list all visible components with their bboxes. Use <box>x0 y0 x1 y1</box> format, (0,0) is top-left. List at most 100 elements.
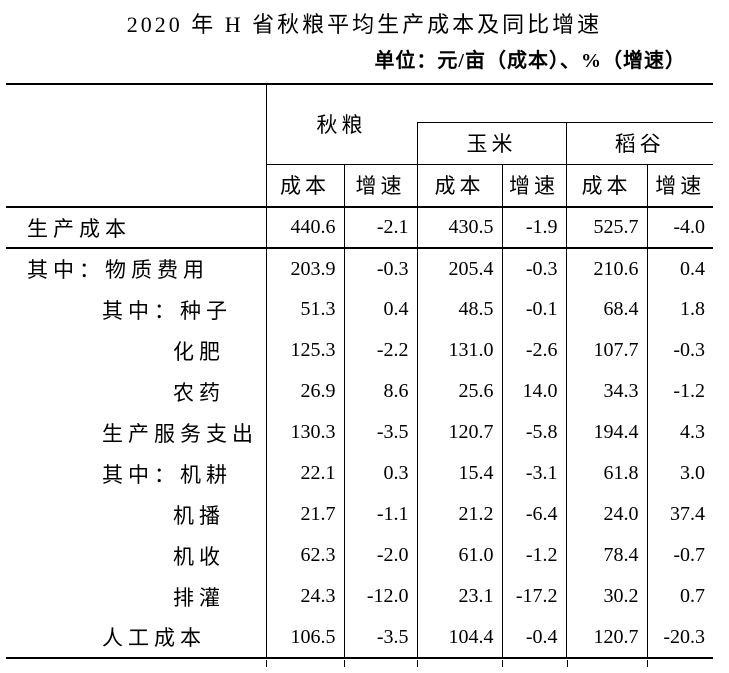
cell-value: 37.4 <box>646 494 713 535</box>
table-row: 机收 62.3 -2.0 61.0 -1.2 78.4 -0.7 <box>6 535 713 576</box>
header-row-groups-top: 秋粮 <box>6 84 713 164</box>
table-title: 2020 年 H 省秋粮平均生产成本及同比增速 <box>126 12 603 37</box>
cell-value: 62.3 <box>265 535 344 576</box>
cell-value: 130.3 <box>265 412 344 453</box>
cell-value: -2.6 <box>501 330 566 371</box>
cell-value: -0.3 <box>343 248 417 289</box>
cell-value: 430.5 <box>416 206 502 249</box>
cell-value: 26.9 <box>265 371 344 412</box>
row-label: 排灌 <box>173 585 225 610</box>
cell-value: 14.0 <box>501 371 566 412</box>
row-label: 化肥 <box>173 339 225 364</box>
cell-value: 23.1 <box>416 576 502 617</box>
row-label: 生产成本 <box>6 206 266 249</box>
cell-value: -1.2 <box>646 371 713 412</box>
cell-value: -1.1 <box>343 494 417 535</box>
cell-value: 1.8 <box>646 289 713 330</box>
header-row-subcolumns: 成本 增速 成本 增速 成本 增速 <box>6 163 713 207</box>
column-border-tail <box>266 660 267 667</box>
cost-table-wrap: 秋粮 玉米 稻谷 成本 增速 成本 增速 成本 增速 生产成本 440.6 -2… <box>6 83 713 667</box>
cell-value: 440.6 <box>265 206 344 249</box>
table-row: 人工成本 106.5 -3.5 104.4 -0.4 120.7 -20.3 <box>6 617 713 658</box>
cell-value: 106.5 <box>265 617 344 658</box>
cell-value: 125.3 <box>265 330 344 371</box>
subheader-yumi-cost: 成本 <box>416 163 502 207</box>
row-label: 机播 <box>173 503 225 528</box>
cell-value: 120.7 <box>565 617 647 658</box>
cell-value: -0.7 <box>646 535 713 576</box>
cell-value: 22.1 <box>265 453 344 494</box>
cell-value: 0.4 <box>646 248 713 289</box>
cell-value: -0.3 <box>646 330 713 371</box>
subheader-daogu-cost: 成本 <box>565 163 647 207</box>
unit-note: 单位：元/亩（成本）、%（增速） <box>374 50 686 72</box>
cell-value: 205.4 <box>416 248 502 289</box>
header-row-groups: 玉米 稻谷 <box>6 122 713 164</box>
cell-value: 21.2 <box>416 494 502 535</box>
cell-value: -3.5 <box>343 617 417 658</box>
cell-value: 15.4 <box>416 453 502 494</box>
cell-value: 4.3 <box>646 412 713 453</box>
row-label: 其中：种子 <box>102 298 232 323</box>
column-border-tail <box>647 660 648 667</box>
cell-value: 30.2 <box>565 576 647 617</box>
cell-value: 78.4 <box>565 535 647 576</box>
table-row: 其中：种子 51.3 0.4 48.5 -0.1 68.4 1.8 <box>6 289 713 330</box>
row-label-header-empty <box>6 84 266 207</box>
row-label: 机收 <box>173 544 225 569</box>
table-row: 机播 21.7 -1.1 21.2 -6.4 24.0 37.4 <box>6 494 713 535</box>
cell-value: 8.6 <box>343 371 417 412</box>
cell-value: 24.3 <box>265 576 344 617</box>
row-label: 其中：机耕 <box>102 462 232 487</box>
column-border-tail <box>417 660 418 667</box>
table-row: 其中：机耕 22.1 0.3 15.4 -3.1 61.8 3.0 <box>6 453 713 494</box>
cell-value: -4.0 <box>646 206 713 249</box>
cell-value: -1.9 <box>501 206 566 249</box>
col-group-yumi: 玉米 <box>416 122 566 164</box>
cell-value: -2.2 <box>343 330 417 371</box>
cell-value: -2.1 <box>343 206 417 249</box>
cell-value: -0.4 <box>501 617 566 658</box>
cell-value: 3.0 <box>646 453 713 494</box>
subheader-qiuliang-cost: 成本 <box>265 163 344 207</box>
cost-table: 秋粮 玉米 稻谷 成本 增速 成本 增速 成本 增速 生产成本 440.6 -2… <box>6 83 713 659</box>
cell-value: 131.0 <box>416 330 502 371</box>
cell-value: 120.7 <box>416 412 502 453</box>
subheader-daogu-growth: 增速 <box>646 163 713 207</box>
cell-value: 107.7 <box>565 330 647 371</box>
cell-value: -20.3 <box>646 617 713 658</box>
cell-value: 0.7 <box>646 576 713 617</box>
cell-value: 61.8 <box>565 453 647 494</box>
cell-value: -17.2 <box>501 576 566 617</box>
subheader-yumi-growth: 增速 <box>501 163 566 207</box>
cell-value: 525.7 <box>565 206 647 249</box>
cell-value: -0.3 <box>501 248 566 289</box>
row-label: 人工成本 <box>102 626 206 650</box>
column-border-tail <box>344 660 345 667</box>
cell-value: 203.9 <box>265 248 344 289</box>
cell-value: -6.4 <box>501 494 566 535</box>
cell-value: 25.6 <box>416 371 502 412</box>
table-row: 农药 26.9 8.6 25.6 14.0 34.3 -1.2 <box>6 371 713 412</box>
table-row: 其中：物质费用 203.9 -0.3 205.4 -0.3 210.6 0.4 <box>6 248 713 289</box>
row-label: 农药 <box>173 380 225 405</box>
cell-value: 0.3 <box>343 453 417 494</box>
cell-value: 51.3 <box>265 289 344 330</box>
cell-value: -3.1 <box>501 453 566 494</box>
cell-value: 210.6 <box>565 248 647 289</box>
column-border-tail <box>502 660 503 667</box>
cell-value: 21.7 <box>265 494 344 535</box>
table-row: 排灌 24.3 -12.0 23.1 -17.2 30.2 0.7 <box>6 576 713 617</box>
cell-value: -12.0 <box>343 576 417 617</box>
col-group-daogu: 稻谷 <box>565 122 713 164</box>
subheader-qiuliang-growth: 增速 <box>343 163 417 207</box>
cell-value: 194.4 <box>565 412 647 453</box>
cell-value: -5.8 <box>501 412 566 453</box>
cell-value: 104.4 <box>416 617 502 658</box>
table-row: 化肥 125.3 -2.2 131.0 -2.6 107.7 -0.3 <box>6 330 713 371</box>
row-label: 生产服务支出 <box>102 421 258 446</box>
header-empty-strip <box>417 84 713 123</box>
table-row: 生产服务支出 130.3 -3.5 120.7 -5.8 194.4 4.3 <box>6 412 713 453</box>
cell-value: 24.0 <box>565 494 647 535</box>
column-border-tail <box>567 660 568 667</box>
